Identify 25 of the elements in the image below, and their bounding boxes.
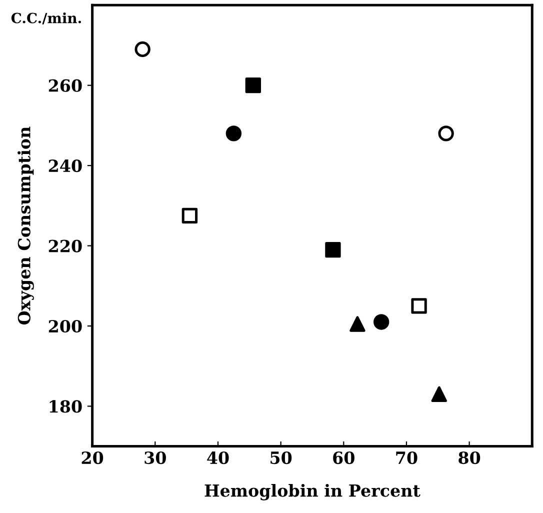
point [350, 316, 366, 332]
x-tick-label: 80 [458, 451, 480, 464]
y-tick-label: 200 [48, 320, 82, 333]
text: C.C./min. [11, 12, 82, 24]
y-tick-label: 240 [48, 160, 82, 172]
point [411, 298, 427, 314]
y-tick-label: 260 [48, 79, 82, 92]
point [438, 126, 454, 142]
point [374, 314, 390, 330]
point [431, 386, 447, 402]
point [134, 41, 150, 58]
x-tick-label: 20 [82, 451, 104, 464]
x-axis-title: Hemoglobin in Percent [204, 484, 420, 500]
point [325, 242, 341, 258]
y-axis-title: Oxygen Consumption [18, 126, 34, 324]
y-tick-label: 220 [48, 240, 82, 252]
x-tick-label: 70 [396, 451, 418, 464]
x-tick-label: 30 [144, 451, 166, 464]
x-tick-label: 50 [270, 451, 292, 464]
y-tick-label: 180 [50, 400, 82, 413]
x-tick-label: 40 [207, 451, 229, 464]
point [182, 208, 198, 224]
point [226, 126, 242, 142]
x-tick-label: 60 [333, 451, 354, 464]
point [245, 78, 261, 94]
